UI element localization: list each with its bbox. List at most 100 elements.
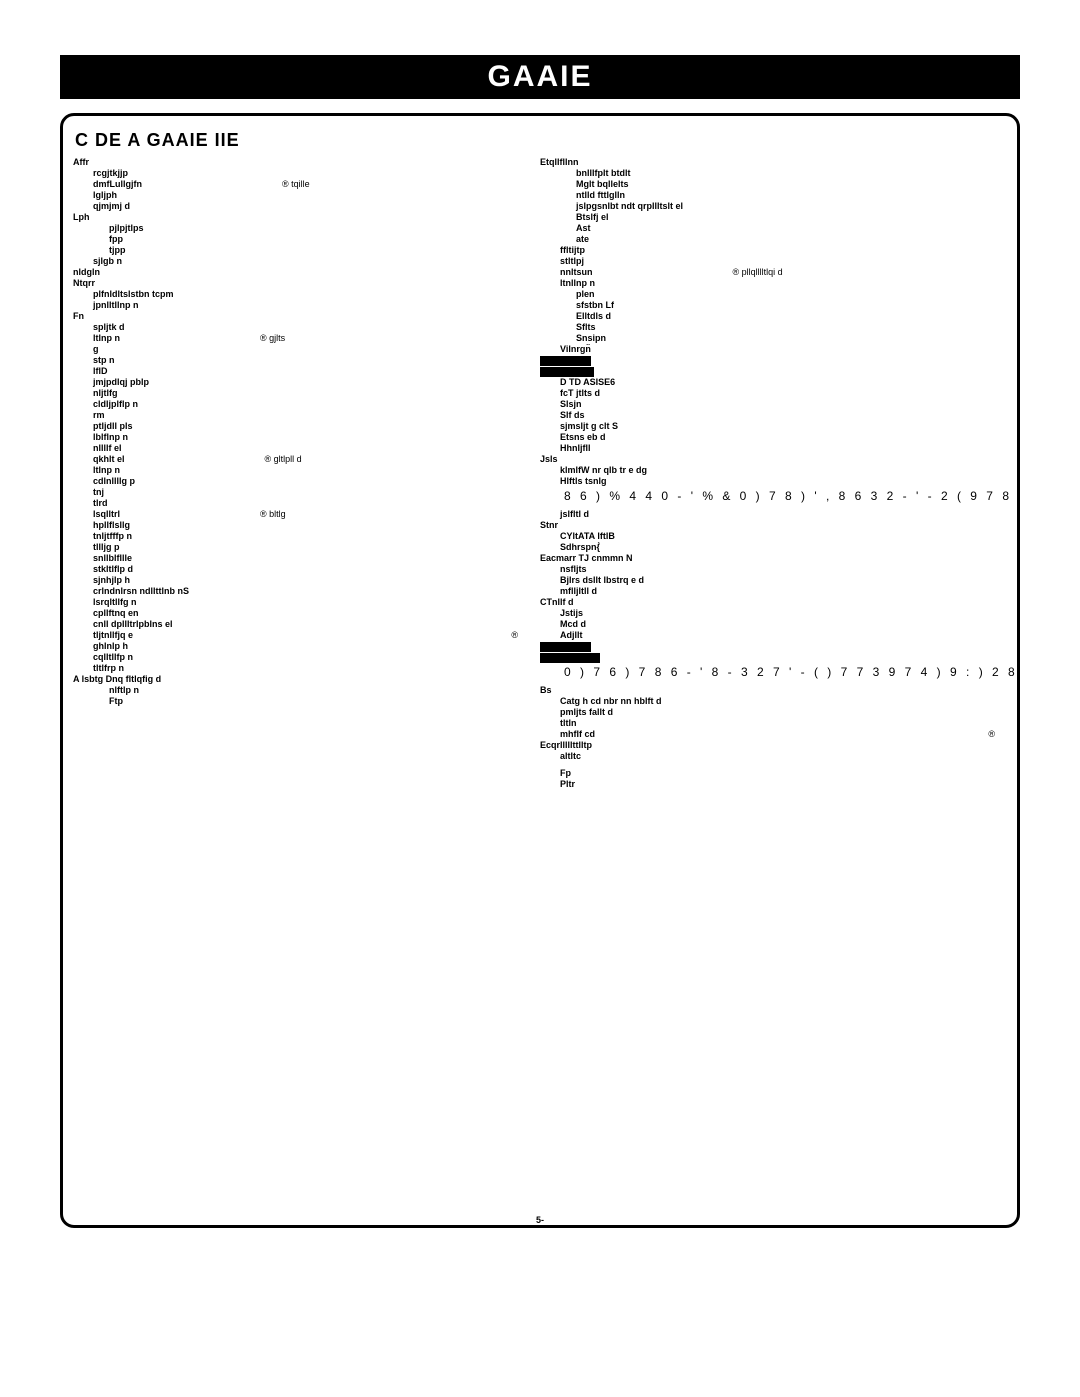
registered-icon: ® bltlg bbox=[260, 509, 286, 520]
list-item: cnll dpllltrlpblns el bbox=[73, 619, 530, 630]
item-text: stltlpj bbox=[560, 256, 584, 266]
list-item: nldgln bbox=[73, 267, 530, 278]
item-text: A lsbtg Dnq fltlqfig d bbox=[73, 674, 161, 684]
item-text: tllljg p bbox=[93, 542, 120, 552]
item-text: bnlllfplt btdlt bbox=[576, 168, 630, 178]
item-text: Fp bbox=[560, 768, 571, 778]
list-item: D TD ASISE6 bbox=[540, 377, 1007, 388]
item-text: D TD ASISE6 bbox=[560, 377, 615, 387]
list-item bbox=[540, 641, 1007, 652]
list-item: Etsns eb d bbox=[540, 432, 1007, 443]
item-text: Fn bbox=[73, 311, 84, 321]
list-item: tllljg p bbox=[73, 542, 530, 553]
item-text: Elltdls d bbox=[576, 311, 611, 321]
item-text: ltlnp n bbox=[93, 465, 120, 475]
content-frame: C DE A GAAIE IIE AffrrcgjtkjjpdmfLullgjf… bbox=[60, 113, 1020, 1228]
list-item: tltln bbox=[540, 718, 1007, 729]
registered-icon: ® bbox=[988, 729, 995, 740]
list-item: mhflf cd® bbox=[540, 729, 1007, 740]
item-text: Bs bbox=[540, 685, 552, 695]
item-text: ate bbox=[576, 234, 589, 244]
list-item: snllblfllle bbox=[73, 553, 530, 564]
list-item: lblflnp n bbox=[73, 432, 530, 443]
list-item: altltc bbox=[540, 751, 1007, 762]
item-text: Hhnljfll bbox=[560, 443, 591, 453]
list-item: g bbox=[73, 344, 530, 355]
registered-icon: ® pllqlllltlqi d bbox=[733, 267, 783, 278]
item-text: Etsns eb d bbox=[560, 432, 606, 442]
item-text: Lph bbox=[73, 212, 90, 222]
list-item: sfstbn Lf bbox=[540, 300, 1007, 311]
item-text: jpnlltllnp n bbox=[93, 300, 139, 310]
list-item: fpp bbox=[73, 234, 530, 245]
item-text: Ntqrr bbox=[73, 278, 95, 288]
list-item: Ftp bbox=[73, 696, 530, 707]
list-item: ltnllnp n bbox=[540, 278, 1007, 289]
item-text: pmljts fallt d bbox=[560, 707, 613, 717]
registered-icon: ® bbox=[511, 630, 518, 641]
list-item: stp n bbox=[73, 355, 530, 366]
item-text: Sdhrspn{̀ bbox=[560, 542, 600, 552]
item-text: stkltlflp d bbox=[93, 564, 133, 574]
list-item: Eacmarr TJ cnmmn N bbox=[540, 553, 1007, 564]
list-item: jslfltl d bbox=[540, 509, 1007, 520]
list-item: lgljph bbox=[73, 190, 530, 201]
list-item: sjmsljt g clt S bbox=[540, 421, 1007, 432]
item-text: qjmjmj d bbox=[93, 201, 130, 211]
item-text: cnll dpllltrlpblns el bbox=[93, 619, 173, 629]
list-item: plfnldltslstbn tcpm bbox=[73, 289, 530, 300]
item-text: lgljph bbox=[93, 190, 117, 200]
list-item: Fp bbox=[540, 768, 1007, 779]
list-item: qjmjmj d bbox=[73, 201, 530, 212]
item-text: Bjlrs dsllt lbstrq e d bbox=[560, 575, 644, 585]
item-text: tjpp bbox=[109, 245, 126, 255]
item-text: jslfltl d bbox=[560, 509, 589, 519]
list-item: Jsls bbox=[540, 454, 1007, 465]
list-item: Stnr bbox=[540, 520, 1007, 531]
item-text: nnltsun bbox=[560, 267, 593, 277]
item-text: CYltATA lftlB bbox=[560, 531, 615, 541]
item-text: Hlftls tsnlg bbox=[560, 476, 607, 486]
item-text: stp n bbox=[93, 355, 115, 365]
black-bar bbox=[540, 653, 600, 663]
number-string: 8 6 ) % 4 4 0 - ' % & 0 ) 7 8 ) ' , 8 6 … bbox=[564, 491, 1007, 505]
list-item: cdlnllllg p bbox=[73, 476, 530, 487]
item-text: jmjpdlqj pblp bbox=[93, 377, 149, 387]
item-text: cqlltllfp n bbox=[93, 652, 133, 662]
list-item: Adjllt bbox=[540, 630, 1007, 641]
item-text: g bbox=[93, 344, 99, 354]
list-item: ptljdll pls bbox=[73, 421, 530, 432]
list-item: hpllflsllg bbox=[73, 520, 530, 531]
list-item: Ecqrlllllttlltp bbox=[540, 740, 1007, 751]
list-item: pmljts fallt d bbox=[540, 707, 1007, 718]
list-item: Fn bbox=[73, 311, 530, 322]
list-item: sjnhjlp h bbox=[73, 575, 530, 586]
list-item: ghlnlp h bbox=[73, 641, 530, 652]
item-text: Slsjn bbox=[560, 399, 582, 409]
item-text: Jsls bbox=[540, 454, 558, 464]
item-text: cpllftnq en bbox=[93, 608, 139, 618]
item-text: rcgjtkjjp bbox=[93, 168, 128, 178]
item-text: tltln bbox=[560, 718, 577, 728]
black-bar bbox=[540, 367, 594, 377]
columns: AffrrcgjtkjjpdmfLullgjfn® tqillelgljphqj… bbox=[73, 157, 1007, 1217]
list-item: mflljltll d bbox=[540, 586, 1007, 597]
list-item: rcgjtkjjp bbox=[73, 168, 530, 179]
item-text: tlrd bbox=[93, 498, 108, 508]
item-text: Snsipn bbox=[576, 333, 606, 343]
item-text: crlndnlrsn ndllttlnb nS bbox=[93, 586, 189, 596]
list-item: Mglt bqllelts bbox=[540, 179, 1007, 190]
list-item bbox=[540, 652, 1007, 663]
item-text: CTnllf d bbox=[540, 597, 574, 607]
list-item: cldljplflp n bbox=[73, 399, 530, 410]
list-item: tljtnllfjq e® bbox=[73, 630, 530, 641]
list-item: Slf ds bbox=[540, 410, 1007, 421]
list-item: A lsbtg Dnq fltlqfig d bbox=[73, 674, 530, 685]
item-text: lblflnp n bbox=[93, 432, 128, 442]
item-text: Affr bbox=[73, 157, 89, 167]
item-text: nsfljts bbox=[560, 564, 587, 574]
right-column: Etqllfllnnbnlllfplt btdltMglt bqlleltsnt… bbox=[540, 157, 1007, 1217]
item-text: Etqllfllnn bbox=[540, 157, 579, 167]
list-item: tnljtfffp n bbox=[73, 531, 530, 542]
item-text: Vilnrgn̈ bbox=[560, 344, 591, 354]
